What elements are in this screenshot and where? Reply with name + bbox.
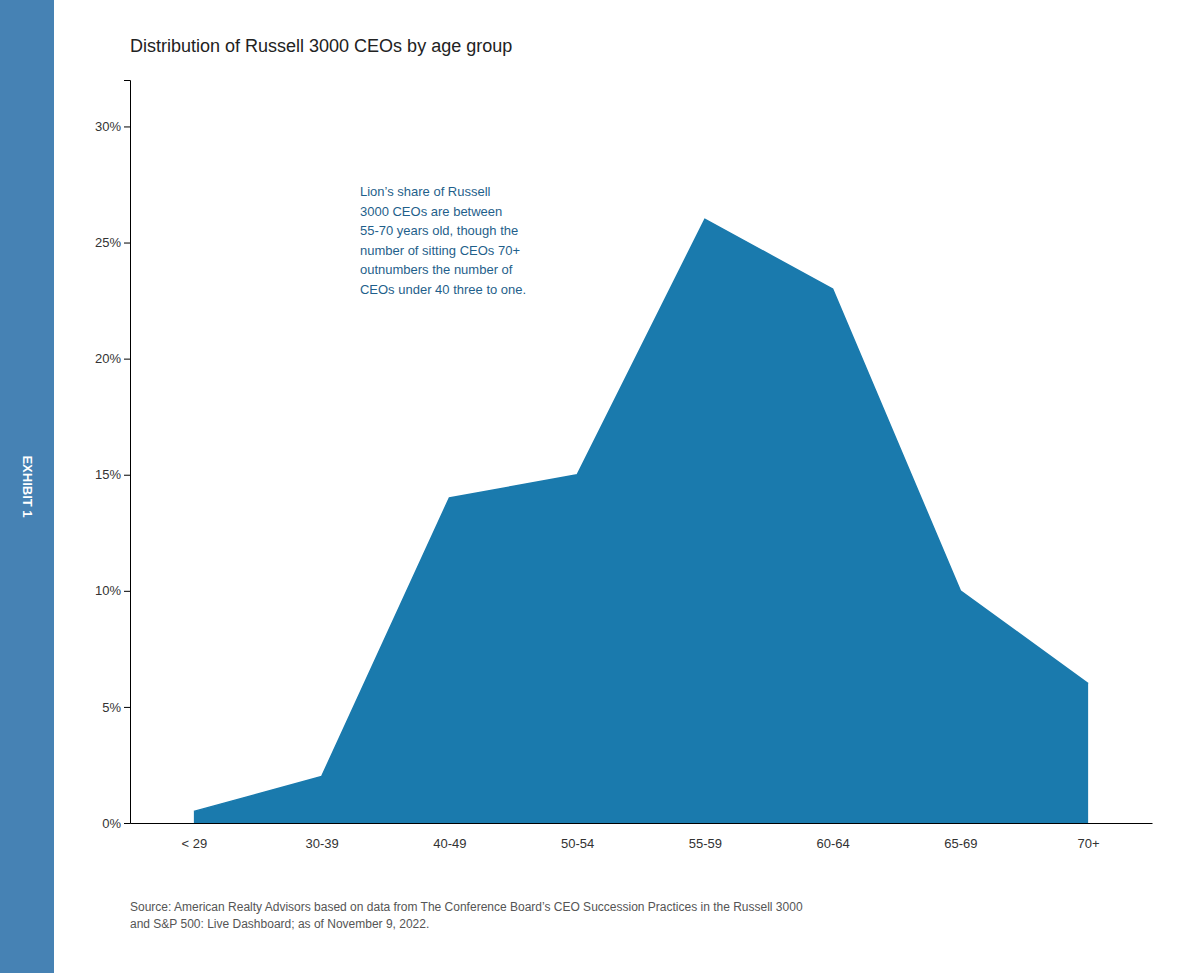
- x-tick-label: 55-59: [689, 836, 722, 851]
- x-tick-label: 70+: [1078, 836, 1100, 851]
- x-tick: < 29: [182, 836, 208, 851]
- x-tick: 50-54: [561, 836, 594, 851]
- x-tick: 65-69: [944, 836, 977, 851]
- y-tick-mark: [124, 126, 130, 127]
- y-tick: 0%: [102, 816, 130, 831]
- x-tick: 55-59: [689, 836, 722, 851]
- y-tick-label: 5%: [102, 700, 121, 715]
- y-tick-label: 20%: [95, 351, 121, 366]
- y-tick-mark: [124, 475, 130, 476]
- x-tick-label: 40-49: [433, 836, 466, 851]
- y-tick: 20%: [95, 351, 130, 366]
- chart: EXHIBIT 1 0% 5% 10% 15% 20% 25% 30% < 29 30-39 40-…: [0, 0, 1200, 973]
- source-line: Source: American Realty Advisors based o…: [130, 900, 803, 914]
- y-tick: 15%: [95, 467, 130, 482]
- x-tick-label: 60-64: [817, 836, 850, 851]
- annotation-line: number of sitting CEOs 70+: [360, 243, 520, 258]
- x-tick: 40-49: [433, 836, 466, 851]
- x-tick: 60-64: [817, 836, 850, 851]
- x-tick-label: 65-69: [944, 836, 977, 851]
- y-tick-mark: [124, 591, 130, 592]
- plot: 0% 5% 10% 15% 20% 25% 30% < 29 30-39 40-49 50-54 55…: [95, 81, 1153, 851]
- y-tick: 25%: [95, 235, 130, 250]
- x-tick: 70+: [1078, 836, 1100, 851]
- x-tick-label: 50-54: [561, 836, 594, 851]
- y-tick-label: 15%: [95, 467, 121, 482]
- annotation-line: outnumbers the number of: [360, 262, 513, 277]
- y-tick-label: 10%: [95, 583, 121, 598]
- y-axis-line: [124, 81, 131, 824]
- y-tick: 30%: [95, 119, 130, 134]
- y-tick-label: 30%: [95, 119, 121, 134]
- y-tick-mark: [124, 359, 130, 360]
- y-tick-mark: [124, 243, 130, 244]
- source: Source: American Realty Advisors based o…: [130, 900, 803, 931]
- annotation-line: CEOs under 40 three to one.: [360, 282, 526, 297]
- annotation: Lion’s share of Russell 3000 CEOs are bet…: [360, 184, 526, 297]
- sidebar: [0, 0, 54, 973]
- annotation-line: Lion’s share of Russell: [360, 184, 491, 199]
- x-axis-line: [131, 823, 1153, 824]
- x-tick-label: < 29: [182, 836, 208, 851]
- source-line: and S&P 500: Live Dashboard; as of Novem…: [130, 917, 429, 931]
- title: Distribution of Russell 3000 CEOs by age…: [130, 36, 512, 56]
- annotation-line: 3000 CEOs are between: [360, 204, 502, 219]
- y-tick-label: 25%: [95, 235, 121, 250]
- area-line: [194, 219, 1088, 811]
- y-tick-mark: [124, 707, 130, 708]
- x-tick: 30-39: [306, 836, 339, 851]
- y-tick-mark: [124, 823, 130, 824]
- y-tick-label: 0%: [102, 816, 121, 831]
- sidebar-text: EXHIBIT 1: [20, 455, 35, 517]
- y-axis: 0% 5% 10% 15% 20% 25% 30%: [95, 81, 131, 831]
- y-tick: 10%: [95, 583, 130, 598]
- x-tick-label: 30-39: [306, 836, 339, 851]
- y-tick: 5%: [102, 700, 130, 715]
- area: [194, 219, 1088, 823]
- marks: [194, 219, 1088, 823]
- x-axis: < 29 30-39 40-49 50-54 55-59 60-64 65-69 70+: [131, 824, 1153, 851]
- annotation-line: 55-70 years old, though the: [360, 223, 518, 238]
